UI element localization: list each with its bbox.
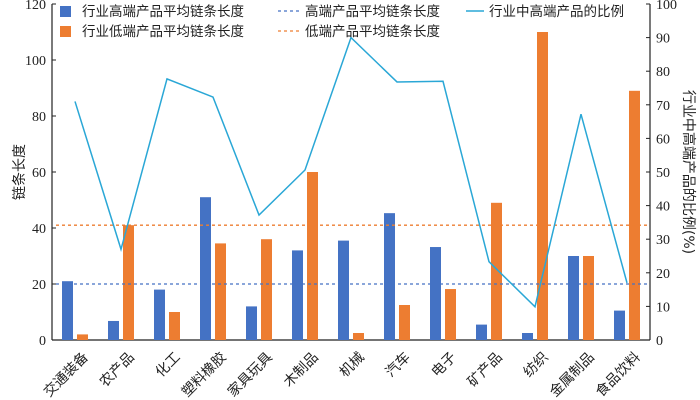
legend-label: 高端产品平均链条长度	[305, 3, 440, 20]
high-end-bar	[568, 256, 579, 340]
low-end-bar	[261, 239, 272, 340]
high-end-bar	[614, 310, 625, 340]
ratio-polyline	[74, 36, 628, 309]
high-end-bar	[200, 197, 211, 340]
y-tick-label: 40	[32, 222, 46, 237]
y-right-tick-label: 10	[656, 300, 670, 315]
x-tick-label: 金属制品	[547, 349, 598, 400]
y-right-tick-label: 30	[656, 233, 670, 248]
x-tick-label: 木制品	[281, 349, 322, 390]
y-right-tick-label: 100	[656, 0, 677, 13]
low-end-bar	[307, 172, 318, 340]
y-right-tick-label: 40	[656, 200, 670, 215]
low-end-bar	[215, 243, 226, 340]
high-end-bar	[62, 281, 73, 340]
x-tick-label: 食品饮料	[592, 349, 644, 400]
high-end-bar	[154, 289, 165, 340]
y-tick-label: 20	[32, 278, 46, 293]
legend-label: 低端产品平均链条长度	[305, 23, 440, 40]
legend-swatch-low-bar	[60, 26, 71, 37]
low-end-bar	[353, 333, 364, 340]
y-tick-label: 100	[25, 54, 46, 69]
high-end-bar	[108, 320, 119, 340]
legend-label: 行业高端产品平均链条长度	[82, 3, 244, 20]
legend-label: 行业低端产品平均链条长度	[82, 23, 244, 40]
high-end-bar	[246, 306, 257, 340]
y-right-tick-label: 90	[656, 32, 670, 47]
axes: 0 20 40 60 80 100 120 0 10 20 30 40 50 60 70 80 90 100 交通装…	[25, 0, 677, 400]
x-tick-label: 化工	[153, 349, 184, 380]
low-end-bar	[491, 202, 502, 340]
legend-swatch-high-bar	[60, 6, 71, 17]
high-end-bar	[338, 240, 349, 340]
low-end-bar	[629, 90, 640, 340]
high-end-bar	[522, 333, 533, 340]
reference-lines	[56, 224, 650, 285]
bars	[62, 32, 640, 340]
ratio-line	[74, 36, 628, 309]
x-tick-label: 农产品	[97, 349, 138, 390]
x-tick-label: 机械	[337, 349, 368, 380]
x-tick-label: 纺织	[521, 349, 552, 380]
y-axis-right-label: 行业中高端产品的比例(%)	[680, 90, 697, 254]
y-right-tick-label: 0	[656, 334, 663, 349]
y-tick-label: 80	[32, 110, 46, 125]
low-end-bar	[399, 305, 410, 340]
low-end-bar	[537, 32, 548, 340]
x-tick-label: 交通装备	[40, 349, 92, 400]
low-end-bar	[583, 256, 594, 340]
low-end-bar	[169, 312, 180, 340]
high-end-bar	[292, 250, 303, 340]
x-tick-label: 矿产品	[465, 349, 506, 390]
y-tick-label: 60	[32, 166, 46, 181]
x-tick-label: 电子	[429, 349, 460, 380]
low-end-bar	[445, 289, 456, 340]
y-right-tick-label: 80	[656, 65, 670, 80]
legend-label: 行业中高端产品的比例	[489, 3, 624, 20]
high-end-bar	[384, 213, 395, 340]
y-right-tick-label: 50	[656, 166, 670, 181]
x-tick-label: 塑料橡胶	[178, 349, 230, 400]
y-axis-label: 链条长度	[11, 144, 28, 200]
y-right-tick-label: 60	[656, 132, 670, 147]
x-tick-label: 家具玩具	[224, 349, 276, 400]
low-end-bar	[123, 225, 134, 340]
low-end-bar	[77, 334, 88, 340]
y-tick-label: 120	[25, 0, 46, 13]
high-end-bar	[430, 247, 441, 340]
y-right-tick-label: 70	[656, 99, 670, 114]
high-end-bar	[476, 324, 487, 340]
y-right-tick-label: 20	[656, 267, 670, 282]
y-tick-label: 0	[39, 334, 46, 349]
x-tick-label: 汽车	[382, 349, 414, 381]
